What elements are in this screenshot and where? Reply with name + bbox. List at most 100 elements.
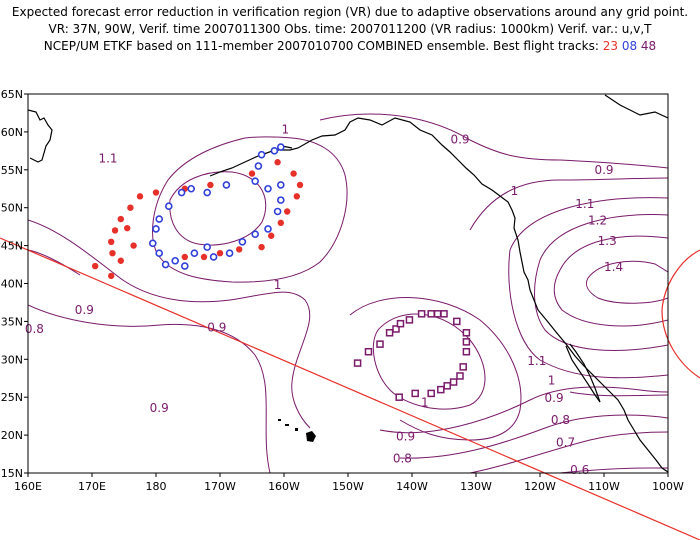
track-48-point [456,372,464,380]
track-23-point [109,249,116,257]
track-23-point [216,249,224,257]
contour-0-9-south [379,386,668,434]
track-label-23: 23 [602,39,618,53]
track-08-point [276,196,285,204]
track-23-point [108,272,115,280]
track-48-point [376,340,384,348]
track-08-point [161,260,170,269]
track-markers [92,143,471,401]
track-48-point [411,389,419,398]
title-line-2: VR: 37N, 90W, Verif. time 2007011300 Obs… [48,22,652,36]
asia-coast [28,109,53,163]
track-48-point [440,310,448,318]
lon-tick-label: 160E [14,480,42,493]
lat-tick-label: 40N [1,278,23,291]
track-23-point [268,232,275,239]
contour-label: 1.4 [604,260,623,274]
track-48-point [449,378,458,386]
contour-labels: 11.10.90.911.11.21.31.410.90.8 0.91.110.9… [25,123,623,477]
contour-0-6-south [559,467,668,473]
contour-label: 0.9 [450,132,469,146]
lat-tick-label: 25N [1,391,23,404]
alaska-coast [289,117,668,473]
contour-label: 0.9 [396,430,415,444]
contour-label: 0.8 [393,452,412,466]
track-48-point [385,329,394,337]
hawaii-islands [278,419,316,442]
track-08-point [276,181,285,189]
island-2 [285,424,289,426]
track-48-point [437,385,445,394]
lat-tick-label: 60N [1,126,23,139]
track-23-point [152,189,160,196]
contour-lines [28,113,668,473]
lon-tick-label: 150W [332,480,364,493]
track-08-point [209,253,218,261]
track-08-point [264,225,272,233]
contour-label: 1 [421,396,429,410]
track-08-point [187,184,195,193]
contour-label: 0.9 [594,163,613,177]
track-48-point [462,347,471,356]
track-23-point [277,219,284,227]
island-3 [295,428,298,431]
track-08-point [149,239,157,248]
island-big [306,431,316,442]
track-23-point [290,170,297,177]
lon-tick-label: 120W [524,480,556,493]
contour-label: 0.9 [150,401,169,415]
track-23-point [117,215,125,223]
contour-label: 0.9 [75,303,94,317]
track-48-point [427,310,435,318]
track-label-48: 48 [640,39,657,53]
track-23-point [130,242,137,249]
track-48-point [405,316,414,324]
track-23-point [136,193,144,200]
contour-label: 1.1 [98,151,117,165]
track-08-point [254,162,263,170]
lat-tick-label: 55N [1,164,23,177]
lon-tick-label: 180 [146,480,167,493]
track-08-point [264,184,272,193]
track-48-point [417,310,426,318]
lon-tick-label: 170E [78,480,106,493]
island-1 [278,419,281,421]
contour-label: 0.9 [545,391,564,405]
lat-tick-label: 20N [1,429,23,442]
track-23-point [108,238,115,246]
contour-label: 1.1 [575,197,594,211]
lat-tick-label: 30N [1,353,23,366]
contour-label: 1 [548,374,556,388]
lat-tick-label: 15N [1,467,23,480]
contour-label: 1.3 [598,234,617,248]
track-23-point [296,181,304,189]
track-48-point [395,393,403,401]
lon-tick-label: 110W [588,480,620,493]
lat-tick-label: 45N [1,240,23,253]
track-23-point [127,204,134,211]
track-08-point [181,262,189,270]
track-48-point [353,359,362,367]
track-23-point [124,224,131,232]
track-08-point [251,177,259,185]
track-23-point [111,227,119,234]
axis-labels: 160E 170E 180 170W 160W 150W 140W 130W 120W 110W 1… [1,88,684,493]
lat-tick-label: 50N [1,202,23,215]
track-48-point [427,389,435,398]
track-08-point [177,188,186,197]
track-08-point [190,249,199,257]
track-08-point [257,150,266,159]
contour-1-0-west [152,136,348,283]
contour-label: 1.1 [527,354,546,368]
contour-0-8-west [28,304,271,473]
title-line-1: Expected forecast error reduction in ver… [11,5,689,19]
title-line-3-prefix: NCEP/UM ETKF based on 111-member 2007010… [43,39,599,53]
contour-label: 1 [281,123,289,137]
track-48-point [453,317,461,326]
lon-tick-label: 170W [204,480,236,493]
track-08-point [203,243,211,251]
contour-label: 0.6 [570,463,589,477]
lon-tick-label: 130W [460,480,492,493]
track-48-point [443,382,451,390]
